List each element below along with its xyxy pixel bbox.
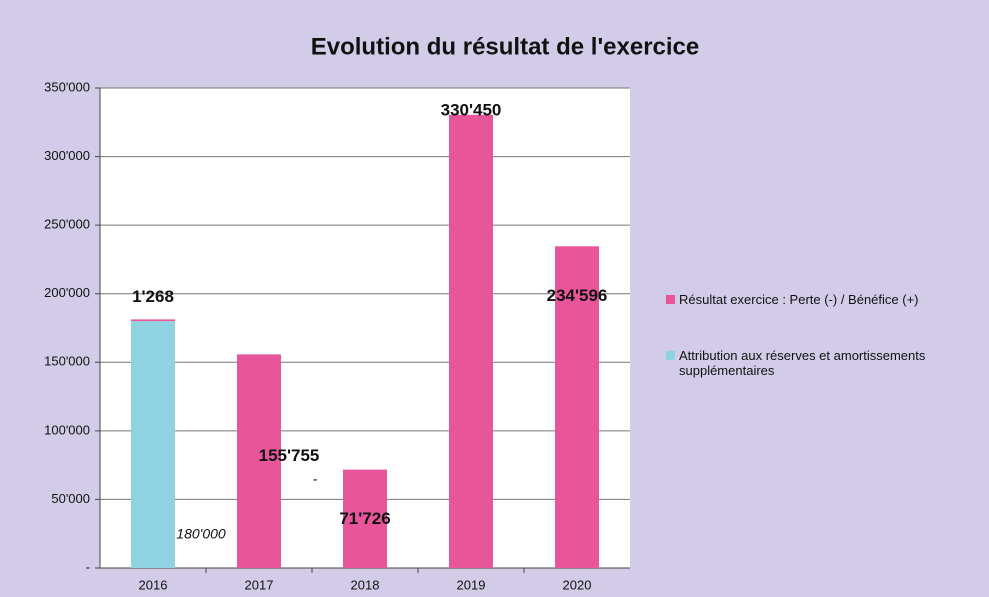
legend-swatch <box>666 351 675 360</box>
y-tick-label: 50'000 <box>51 491 90 506</box>
legend-item: Résultat exercice : Perte (-) / Bénéfice… <box>666 292 986 307</box>
y-tick-label: 200'000 <box>44 285 90 300</box>
y-tick-label: 300'000 <box>44 148 90 163</box>
bar <box>237 354 281 568</box>
bar <box>131 321 175 568</box>
data-label: 234'596 <box>547 286 608 305</box>
chart-title: Evolution du résultat de l'exercice <box>311 33 700 60</box>
data-label: 180'000 <box>176 525 226 541</box>
bar <box>131 319 175 322</box>
legend-item: Attribution aux réserves et amortissemen… <box>666 348 986 378</box>
data-label: 330'450 <box>441 100 502 119</box>
x-tick-label: 2020 <box>563 577 592 592</box>
y-tick-label: 100'000 <box>44 422 90 437</box>
bar <box>343 469 387 568</box>
x-tick-label: 2018 <box>351 577 380 592</box>
x-tick-label: 2017 <box>245 577 274 592</box>
y-tick-label: 250'000 <box>44 217 90 232</box>
bar <box>555 246 599 568</box>
legend-swatch <box>666 295 675 304</box>
data-label: 71'726 <box>339 509 390 528</box>
y-tick-label: 350'000 <box>44 79 90 94</box>
data-label: 1'268 <box>132 287 174 306</box>
data-label: - <box>313 471 318 487</box>
data-label: 155'755 <box>259 446 320 465</box>
y-tick-label: - <box>86 559 90 574</box>
legend-label: Résultat exercice : Perte (-) / Bénéfice… <box>679 292 919 307</box>
bar <box>449 114 493 568</box>
y-tick-label: 150'000 <box>44 354 90 369</box>
x-tick-label: 2019 <box>457 577 486 592</box>
legend-label: Attribution aux réserves et amortissemen… <box>679 348 926 378</box>
x-tick-label: 2016 <box>139 577 168 592</box>
